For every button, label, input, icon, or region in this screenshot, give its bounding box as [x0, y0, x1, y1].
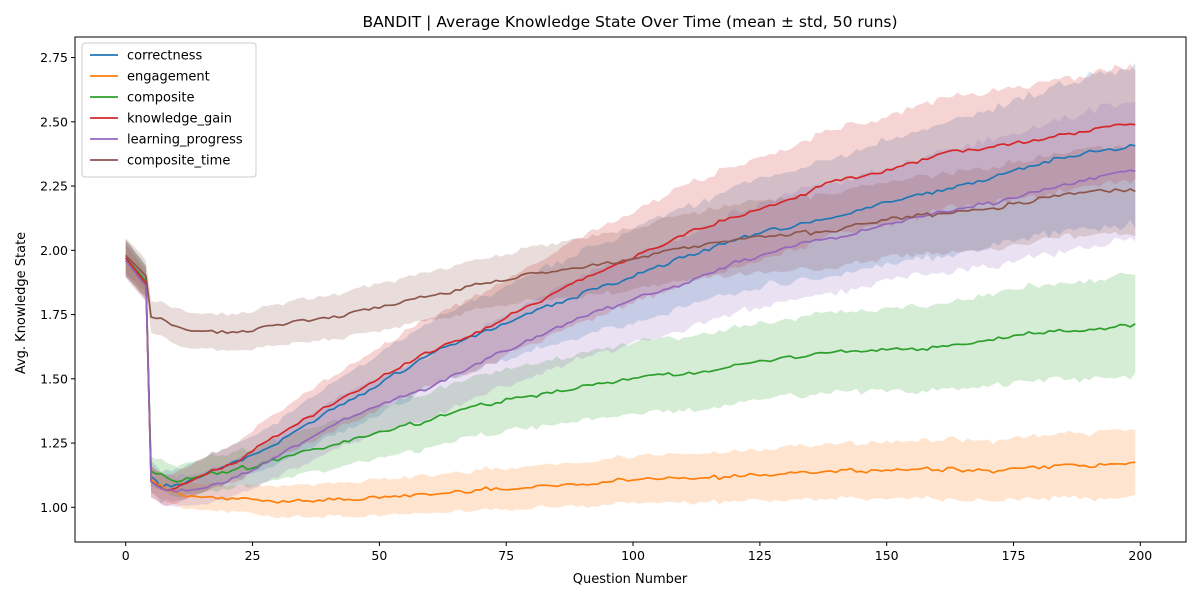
legend-label-knowledge-gain: knowledge_gain [127, 112, 232, 127]
legend-label-composite-time: composite_time [127, 154, 230, 169]
y-axis-label: Avg. Knowledge State [14, 232, 29, 374]
x-axis-ticks: 0 25 50 75 100 125 150 175 200 [122, 542, 1152, 563]
std-band-knowledge-gain [125, 64, 1136, 506]
y-tick-label: 2.75 [40, 50, 68, 65]
y-tick-label: 1.00 [40, 500, 68, 515]
x-tick-label: 0 [122, 548, 130, 563]
chart-title: BANDIT | Average Knowledge State Over Ti… [362, 13, 897, 31]
legend-label-composite: composite [127, 91, 194, 106]
y-tick-label: 2.00 [40, 243, 68, 258]
series-line-composite-time [125, 188, 1136, 335]
x-tick-label: 50 [371, 548, 387, 563]
std-band-composite-time [125, 143, 1136, 351]
x-tick-label: 150 [875, 548, 899, 563]
legend-label-learning-progress: learning_progress [127, 133, 243, 148]
y-tick-label: 1.25 [40, 436, 68, 451]
plot-frame [74, 36, 1187, 543]
y-tick-label: 1.75 [40, 307, 68, 322]
series-line-learning-progress [125, 169, 1136, 493]
series-line-correctness [125, 143, 1136, 489]
x-tick-label: 100 [621, 548, 645, 563]
x-tick-label: 200 [1128, 548, 1152, 563]
x-tick-label: 175 [1002, 548, 1026, 563]
legend-label-engagement: engagement [127, 70, 210, 85]
legend-label-correctness: correctness [127, 49, 203, 64]
x-tick-label: 25 [245, 548, 261, 563]
std-band-engagement [125, 245, 1136, 519]
y-tick-label: 1.50 [40, 371, 68, 386]
y-tick-label: 2.25 [40, 179, 68, 194]
x-tick-label: 125 [748, 548, 772, 563]
series-line-composite [125, 257, 1136, 483]
y-tick-label: 2.50 [40, 114, 68, 129]
series-line-engagement [125, 260, 1136, 504]
std-band-composite [125, 240, 1136, 498]
series-lines [125, 123, 1136, 504]
x-tick-label: 75 [498, 548, 514, 563]
legend: correctness engagement composite knowledge_… [81, 42, 257, 178]
legend-box [81, 42, 257, 178]
y-axis-ticks: 1.00 1.25 1.50 1.75 2.00 2.25 2.50 2.75 [40, 50, 75, 515]
x-axis-label: Question Number [573, 572, 688, 587]
